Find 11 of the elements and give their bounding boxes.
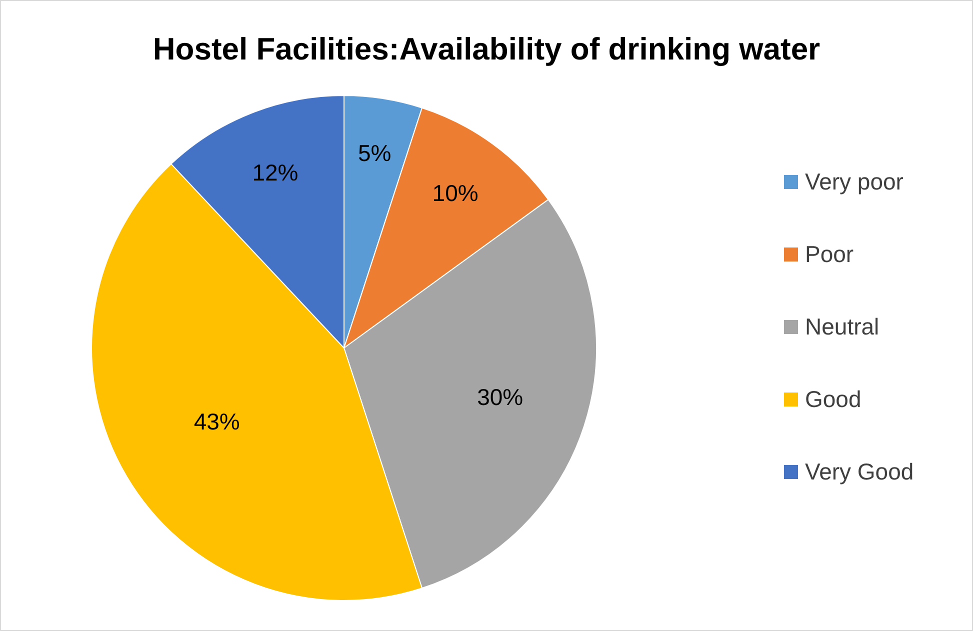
data-label: 10% — [432, 180, 478, 206]
legend-label: Very Good — [805, 458, 914, 484]
data-label: 12% — [252, 160, 298, 186]
chart-title: Hostel Facilities:Availability of drinking water — [152, 32, 820, 67]
legend-label: Poor — [805, 240, 854, 267]
data-label: 5% — [358, 140, 392, 166]
data-label: 43% — [194, 408, 240, 435]
legend-label: Neutral — [805, 313, 880, 340]
legend-label: Very poor — [805, 168, 904, 194]
legend-label: Good — [805, 386, 862, 412]
data-label: 30% — [477, 384, 524, 410]
